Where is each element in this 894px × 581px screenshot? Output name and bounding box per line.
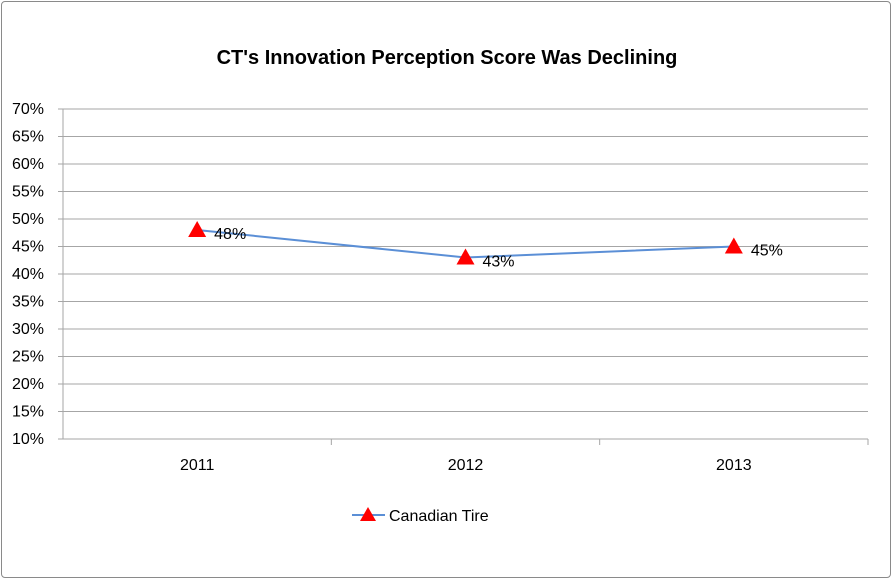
data-point-marker (188, 221, 207, 237)
y-tick-label: 50% (12, 211, 44, 228)
legend: Canadian Tire (352, 507, 489, 525)
y-tick-label: 40% (12, 266, 44, 283)
x-tick-label: 2013 (716, 457, 752, 474)
legend-marker (360, 507, 376, 521)
y-tick-label: 20% (12, 376, 44, 393)
x-tick-label: 2012 (448, 457, 484, 474)
chart-title: CT's Innovation Perception Score Was Dec… (216, 47, 678, 69)
data-label: 43% (483, 254, 515, 271)
data-point-marker (724, 237, 743, 254)
x-tick-label: 2011 (180, 457, 215, 474)
x-tick-labels: 2011 2012 2013 (180, 457, 752, 474)
y-tick-label: 35% (12, 294, 44, 311)
y-tick-label: 45% (12, 239, 44, 256)
y-tick-label: 15% (12, 404, 44, 421)
y-tick-label: 70% (12, 101, 44, 118)
y-tick-label: 60% (12, 156, 44, 173)
y-tick-label: 30% (12, 321, 44, 338)
y-tick-label: 10% (12, 431, 44, 448)
data-label: 48% (214, 226, 246, 243)
y-tick-label: 55% (12, 184, 44, 201)
data-point-marker (456, 248, 475, 265)
y-tick-label: 25% (12, 349, 44, 366)
legend-label: Canadian Tire (389, 508, 489, 525)
series-canadian-tire: 48% 43% 45% (188, 221, 783, 271)
data-label: 45% (751, 243, 783, 260)
y-tick-labels: 10% 15% 20% 25% 30% 35% 40% 45% 50% 55% 60% 65% 70% (12, 101, 44, 448)
y-tick-label: 65% (12, 129, 44, 146)
axes (58, 108, 869, 445)
